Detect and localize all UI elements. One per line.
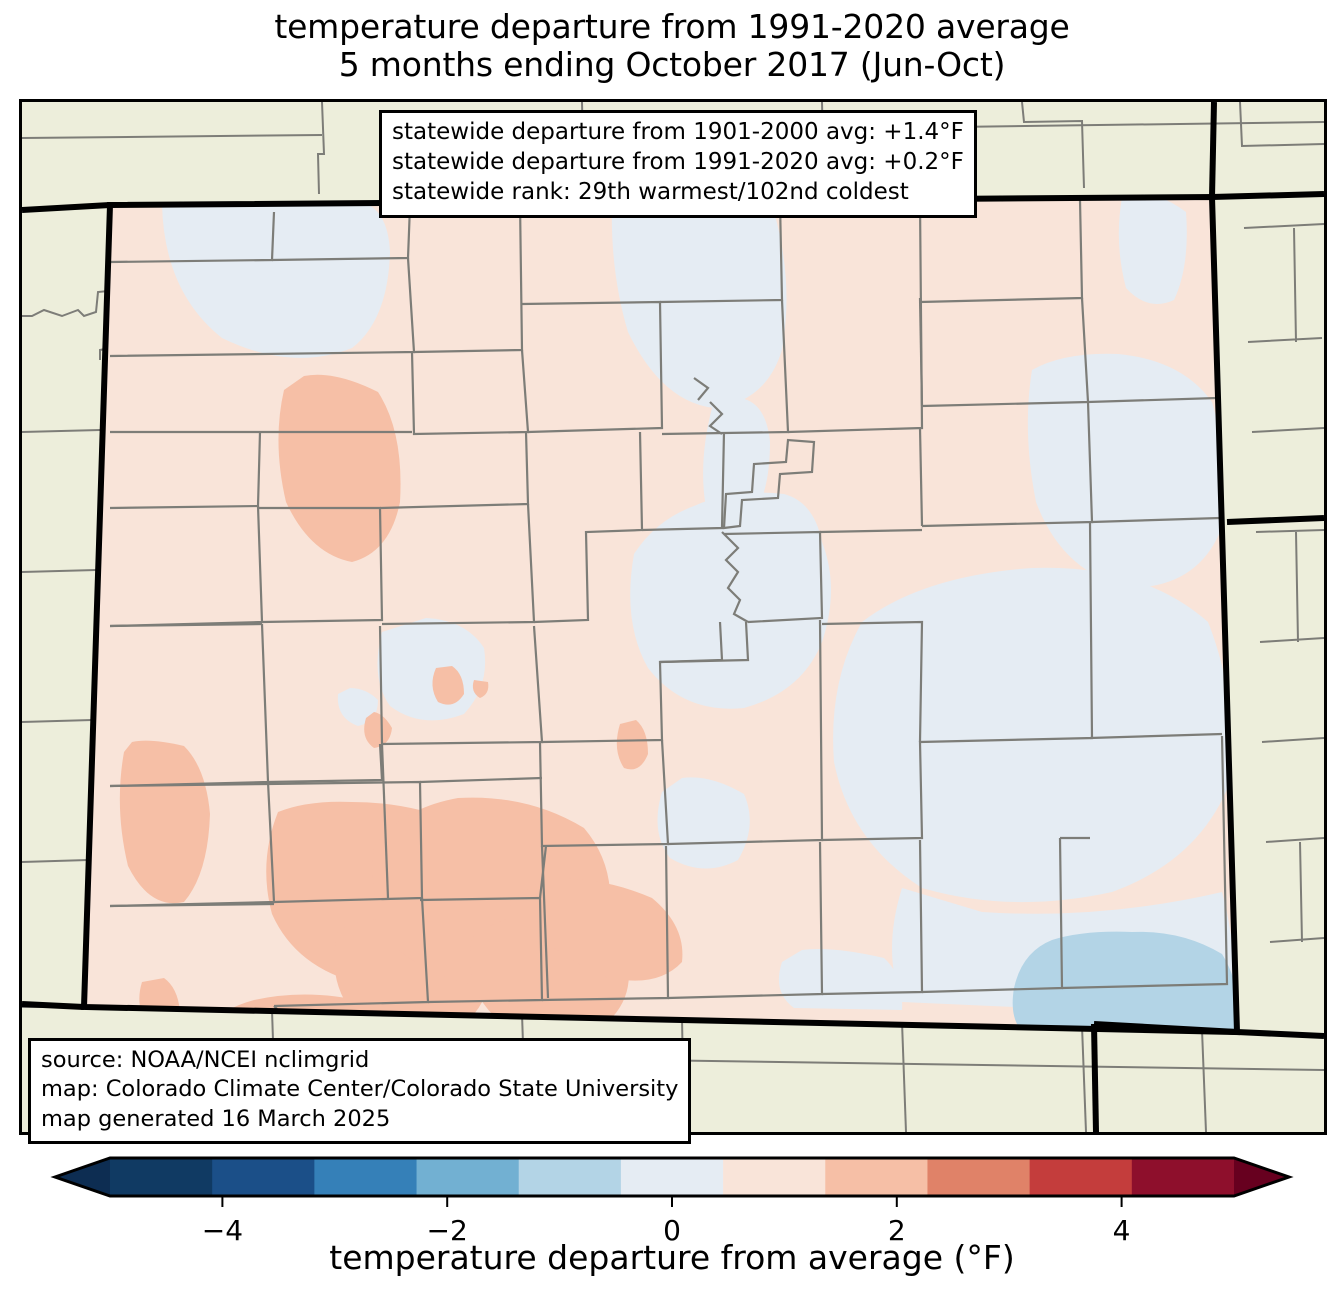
colorado-temperature-map [22, 102, 1324, 1132]
map-credit-line: map: Colorado Climate Center/Colorado St… [41, 1076, 679, 1103]
colorbar: −4 −2 0 2 4 [0, 1148, 1344, 1299]
colorbar-bin [314, 1158, 418, 1196]
map-frame [19, 99, 1327, 1135]
colorbar-under-arrow [55, 1158, 110, 1196]
colorbar-bin [1131, 1158, 1235, 1196]
colorbar-bin [825, 1158, 929, 1196]
colorbar-over-arrow [1234, 1158, 1289, 1196]
colorbar-tick-label: −4 [202, 1214, 243, 1247]
colorbar-ticks: −4 −2 0 2 4 [202, 1196, 1131, 1247]
map-generated-line: map generated 16 March 2025 [41, 1105, 391, 1132]
page-title: temperature departure from 1991-2020 ave… [0, 7, 1344, 85]
colorbar-bin [927, 1158, 1031, 1196]
title-line-1: temperature departure from 1991-2020 ave… [274, 7, 1070, 46]
colorbar-bin [518, 1158, 622, 1196]
contour-band-minus2-to-minus1 [1012, 931, 1237, 1030]
colorbar-bin [1029, 1158, 1133, 1196]
stats-departure-1991-2020: statewide departure from 1991-2020 avg: … [392, 148, 964, 175]
colorbar-bins [50, 1156, 1294, 1198]
colorbar-bin [620, 1158, 724, 1196]
temperature-contour-fills [84, 197, 1237, 1032]
stats-statewide-rank: statewide rank: 29th warmest/102nd colde… [392, 178, 909, 205]
colorbar-axis-label: temperature departure from average (°F) [329, 1238, 1015, 1277]
colorbar-tick-label: −2 [427, 1214, 468, 1247]
colorado-county-lines [109, 197, 1229, 1011]
source-credit-box: source: NOAA/NCEI nclimgrid map: Colorad… [28, 1038, 692, 1144]
map-canvas [22, 102, 1324, 1132]
statewide-stats-box: statewide departure from 1901-2000 avg: … [379, 110, 977, 218]
colorbar-tick-label: 4 [1113, 1214, 1131, 1247]
stats-departure-1901-2000: statewide departure from 1901-2000 avg: … [392, 119, 964, 145]
colorbar-tick-label: 0 [663, 1214, 681, 1247]
colorbar-outline [50, 1156, 1294, 1198]
colorbar-tick-label: 2 [888, 1214, 906, 1247]
colorbar-bin [110, 1158, 213, 1196]
neighbor-state-borders [22, 102, 1324, 1132]
colorbar-bin [212, 1158, 315, 1196]
colorbar-bin [723, 1158, 826, 1196]
colorbar-svg: −4 −2 0 2 4 [50, 1156, 1294, 1247]
colorbar-bin [416, 1158, 520, 1196]
source-line: source: NOAA/NCEI nclimgrid [41, 1047, 370, 1073]
title-line-2: 5 months ending October 2017 (Jun-Oct) [338, 45, 1006, 85]
